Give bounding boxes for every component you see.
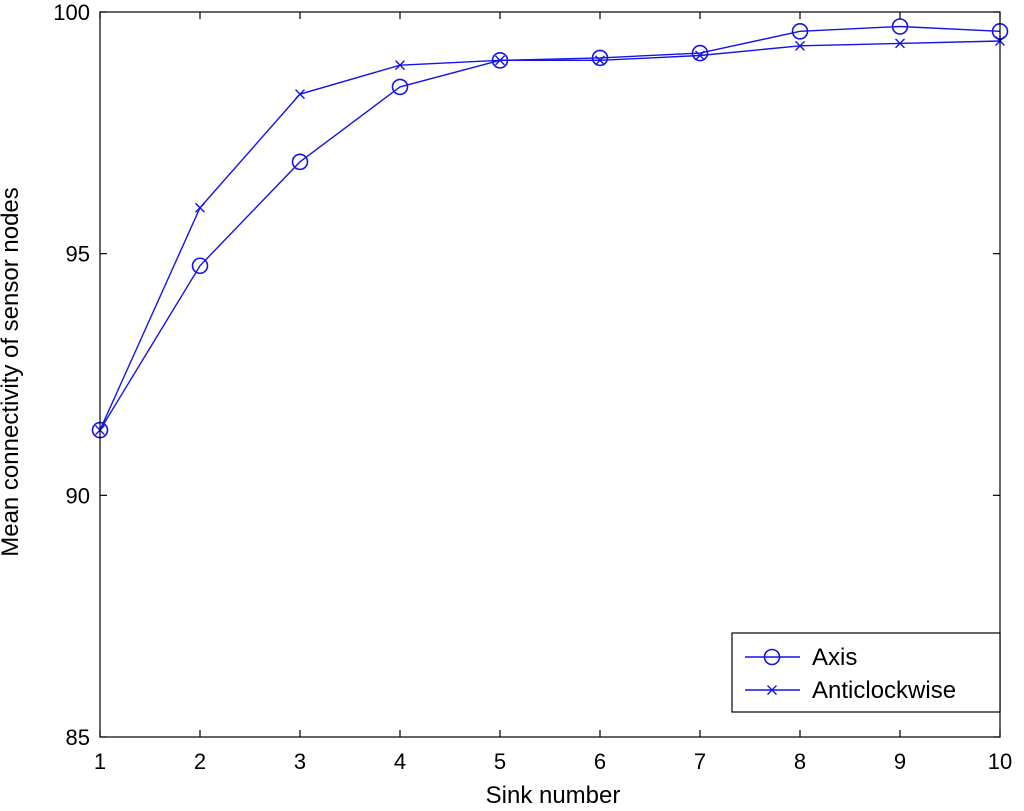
- data-point: [395, 60, 405, 71]
- x-tick-label: 4: [394, 749, 406, 774]
- y-tick-label: 85: [66, 725, 90, 750]
- legend-item: Axis: [745, 644, 857, 671]
- x-tick-label: 9: [894, 749, 906, 774]
- data-point: [695, 50, 705, 61]
- legend-marker: [767, 685, 777, 695]
- data-point: [895, 38, 905, 49]
- plot-frame: [99, 11, 1001, 738]
- series-line: [99, 25, 1001, 431]
- data-point: [795, 40, 805, 51]
- data-point: [591, 49, 609, 67]
- y-tick-label: 100: [53, 0, 90, 25]
- data-point: [495, 55, 505, 66]
- x-tick-label: 10: [988, 749, 1012, 774]
- ticks-layer: 1 2 3 4 5 6 7 8 9 10 85 90 95 100: [53, 0, 1012, 774]
- y-axis-title: Mean connectivity of sensor nodes: [0, 187, 24, 557]
- legend-items: Axis Anticlockwise: [745, 644, 956, 704]
- legend-label: Axis: [812, 644, 857, 671]
- x-tick-label: 1: [94, 749, 106, 774]
- data-point: [391, 78, 409, 96]
- data-point: [195, 202, 205, 213]
- legend-item: Anticlockwise: [745, 677, 956, 704]
- legend-box: [731, 632, 1001, 713]
- x-axis-title: Sink number: [486, 782, 621, 806]
- legend-marker: [763, 648, 781, 666]
- data-point: [191, 257, 209, 275]
- x-tick-label: 5: [494, 749, 506, 774]
- data-point: [595, 55, 605, 66]
- data-point: [295, 89, 305, 100]
- x-tick-label: 6: [594, 749, 606, 774]
- y-tick-label: 90: [66, 483, 90, 508]
- x-tick-label: 3: [294, 749, 306, 774]
- legend-label: Anticlockwise: [812, 677, 956, 704]
- series-line: [99, 40, 1001, 431]
- data-point: [291, 153, 309, 171]
- x-tick-label: 7: [694, 749, 706, 774]
- data-point: [691, 44, 709, 62]
- data-point: [791, 23, 809, 40]
- plot-area-background: [100, 12, 1000, 737]
- series-anticlockwise: [95, 36, 1005, 436]
- x-tick-label: 8: [794, 749, 806, 774]
- x-tick-label: 2: [194, 749, 206, 774]
- y-tick-label: 95: [66, 242, 90, 267]
- legend: Axis Anticlockwise: [731, 632, 1001, 713]
